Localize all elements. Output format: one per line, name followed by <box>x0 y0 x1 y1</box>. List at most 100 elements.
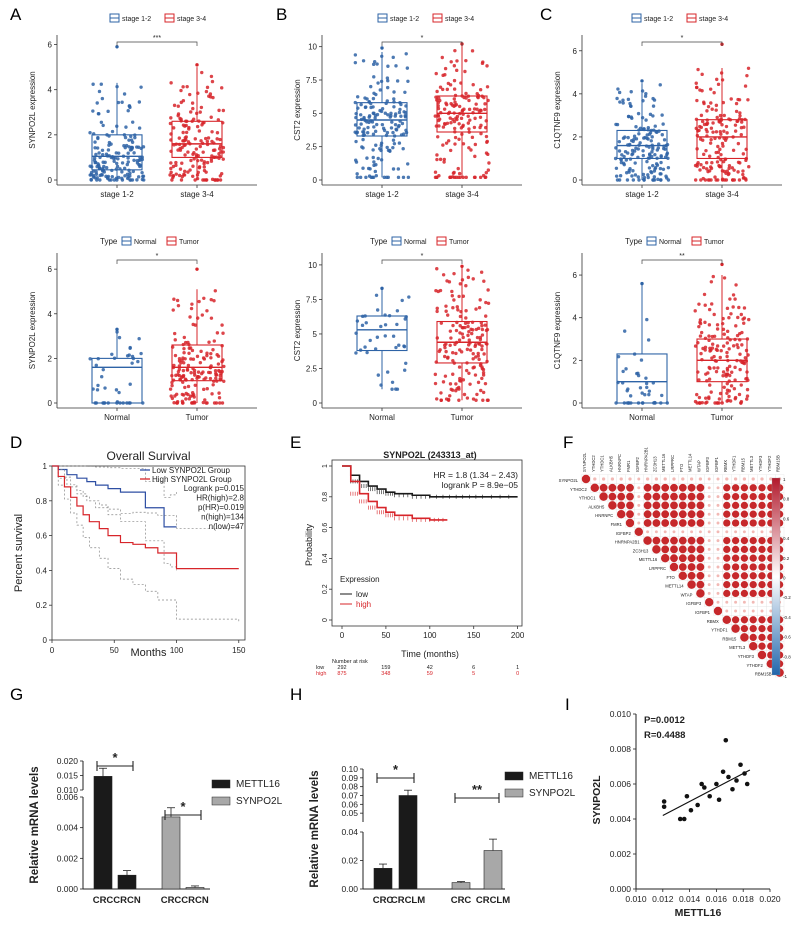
data-point <box>213 369 218 373</box>
data-point <box>403 368 407 372</box>
data-point <box>740 330 744 335</box>
risk-count: 5 <box>472 671 475 677</box>
data-point <box>404 361 408 365</box>
correlation-circle <box>731 554 740 562</box>
data-point <box>170 380 174 385</box>
data-point <box>180 161 184 165</box>
data-point <box>637 132 641 136</box>
column-label: WTAP <box>696 460 701 472</box>
data-point <box>441 125 446 129</box>
data-point <box>624 367 628 371</box>
correlation-circle <box>760 530 764 534</box>
data-point <box>461 123 465 128</box>
data-point <box>128 382 132 386</box>
data-point <box>745 73 749 78</box>
correlation-circle <box>749 589 757 598</box>
data-point <box>741 317 745 321</box>
panel-label-e: E <box>290 433 301 452</box>
data-point <box>473 175 477 180</box>
correlation-circle <box>707 521 711 525</box>
data-point <box>624 171 629 175</box>
data-point <box>181 368 186 373</box>
data-point <box>210 79 215 84</box>
correlation-circle <box>678 510 687 519</box>
data-point <box>701 165 706 170</box>
x-tick-label: 100 <box>170 646 184 655</box>
data-point <box>726 398 730 403</box>
correlation-circle <box>707 486 711 490</box>
data-point <box>208 376 213 381</box>
correlation-circle <box>617 483 626 492</box>
data-point <box>474 102 478 106</box>
data-point <box>734 283 738 287</box>
correlation-circle <box>643 483 652 492</box>
column-label: FMR1 <box>626 460 631 472</box>
y-tick-label: 0.6 <box>322 523 329 533</box>
data-point <box>651 114 655 118</box>
x-tick-label: Tumor <box>451 413 474 422</box>
data-point <box>438 157 443 162</box>
correlation-circle <box>723 510 731 518</box>
x-tick-label: 0.020 <box>759 894 781 904</box>
data-point <box>195 354 200 359</box>
correlation-circle <box>716 495 720 499</box>
scatter-point <box>684 793 690 799</box>
correlation-circle <box>707 574 711 578</box>
y-tick-label: 0.015 <box>57 771 79 781</box>
scatter-point <box>707 793 712 799</box>
data-point <box>360 145 364 149</box>
data-point <box>457 385 461 390</box>
correlation-circle <box>740 572 749 580</box>
data-point <box>180 145 184 150</box>
row-label: METTL3 <box>729 645 746 650</box>
data-point <box>457 104 462 109</box>
data-point <box>645 317 649 322</box>
data-point <box>191 174 195 179</box>
data-point <box>373 129 378 134</box>
data-point <box>704 396 708 400</box>
data-point <box>485 85 490 89</box>
data-point <box>215 178 220 182</box>
data-point <box>451 358 455 363</box>
data-point <box>136 359 140 364</box>
legend-swatch <box>504 771 524 781</box>
data-point <box>183 124 187 128</box>
colorbar-tick-label: 0 <box>783 576 786 581</box>
data-point <box>458 379 462 383</box>
data-point <box>710 334 715 339</box>
data-point <box>486 168 491 172</box>
data-point <box>453 135 458 140</box>
data-point <box>93 146 97 150</box>
data-point <box>439 398 443 402</box>
data-point <box>202 165 207 169</box>
data-point <box>731 305 735 309</box>
data-point <box>659 172 663 176</box>
data-point <box>484 314 488 318</box>
data-point <box>485 64 489 68</box>
data-point <box>96 383 100 388</box>
data-point <box>95 388 100 392</box>
data-point <box>381 126 386 131</box>
data-point <box>124 125 128 129</box>
data-point <box>174 373 178 378</box>
data-point <box>708 87 713 91</box>
data-point <box>727 316 731 320</box>
correlation-circle <box>758 572 766 580</box>
correlation-circle <box>654 477 659 481</box>
correlation-circle <box>616 509 626 519</box>
data-point <box>177 173 182 178</box>
y-tick-label: 2.5 <box>306 364 318 373</box>
data-point <box>620 153 624 157</box>
correlation-circle <box>707 547 711 551</box>
data-point <box>210 130 214 134</box>
correlation-circle <box>707 477 711 481</box>
correlation-circle <box>758 633 766 642</box>
y-tick-label: 0 <box>573 399 578 408</box>
data-point <box>372 125 376 129</box>
data-point <box>741 176 746 180</box>
data-point <box>406 162 410 166</box>
data-point <box>478 175 483 180</box>
data-point <box>129 134 133 139</box>
data-point <box>707 395 711 399</box>
